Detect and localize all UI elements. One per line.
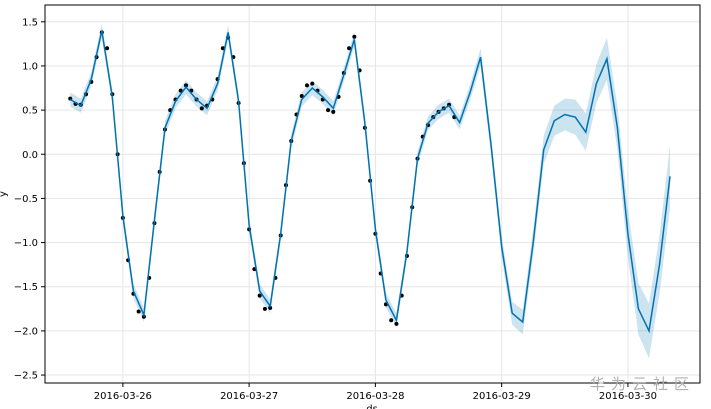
y-tick-label: 0.0	[22, 150, 38, 161]
observed-point	[257, 293, 262, 298]
y-tick-label: −0.5	[14, 194, 38, 205]
forecast-line	[69, 30, 671, 334]
observed-point	[331, 109, 336, 114]
y-tick-label: 0.5	[22, 106, 38, 117]
x-tick-label: 2016-03-29	[473, 391, 531, 402]
plot-frame	[44, 4, 701, 384]
observed-point	[105, 46, 110, 51]
observed-point	[220, 46, 225, 51]
observed-point	[394, 321, 399, 326]
x-tick-label: 2016-03-26	[94, 391, 152, 402]
observed-point	[310, 81, 315, 86]
observed-point	[305, 83, 309, 88]
x-tick-label: 2016-03-30	[599, 391, 657, 402]
uncertainty-band	[70, 23, 671, 359]
watermark: 华为云社区	[590, 375, 695, 393]
y-tick-label: −1.5	[14, 282, 38, 293]
observed-point	[326, 108, 331, 113]
observed-point	[389, 318, 394, 323]
observed-point	[262, 306, 267, 311]
observed-point	[199, 106, 204, 111]
observed-point	[352, 34, 357, 39]
observed-point	[299, 93, 304, 98]
y-tick-label: −1.0	[14, 238, 38, 249]
x-tick-label: 2016-03-28	[346, 391, 404, 402]
observed-point	[347, 46, 352, 51]
observed-point	[268, 305, 273, 310]
observed-point	[136, 309, 141, 314]
y-tick-label: −2.5	[14, 371, 38, 382]
x-tick-label: 2016-03-27	[220, 391, 278, 402]
y-axis-label: y	[0, 191, 9, 197]
y-tick-label: −2.0	[14, 326, 38, 337]
observed-point	[183, 83, 188, 88]
x-axis-label: ds	[366, 404, 378, 409]
y-tick-label: 1.0	[22, 61, 38, 72]
y-tick-label: 1.5	[22, 17, 38, 28]
